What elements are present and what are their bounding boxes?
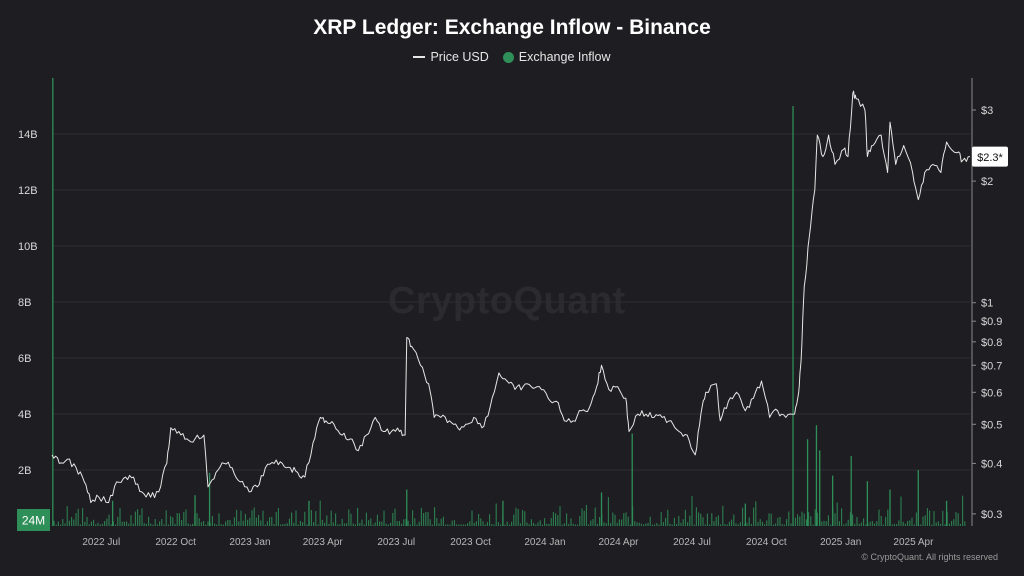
x-tick-label: 2024 Apr <box>598 537 639 548</box>
x-tick-label: 2024 Jul <box>673 537 711 548</box>
inflow-current-box <box>17 509 50 531</box>
credit-text: © CryptoQuant. All rights reserved <box>861 552 998 562</box>
y-tick-label-right: $0.4 <box>981 458 1002 470</box>
x-tick-label: 2025 Apr <box>893 537 934 548</box>
y-tick-label-left: 6B <box>18 353 31 365</box>
chart-legend: Price USD Exchange Inflow <box>0 50 1024 64</box>
current-price-box <box>972 146 1008 167</box>
x-tick-label: 2023 Jan <box>229 537 270 548</box>
legend-label-inflow: Exchange Inflow <box>518 50 611 64</box>
watermark: CryptoQuant <box>388 280 626 322</box>
y-tick-label-right: $0.7 <box>981 360 1002 372</box>
y-tick-label-right: $3 <box>981 105 993 117</box>
x-tick-label: 2024 Jan <box>524 537 565 548</box>
inflow-current-label: 24M <box>22 514 45 528</box>
x-tick-label: 2022 Jul <box>82 537 120 548</box>
legend-item-inflow[interactable]: Exchange Inflow <box>502 50 611 64</box>
x-tick-label: 2025 Jan <box>820 537 861 548</box>
x-tick-label: 2022 Oct <box>155 537 196 548</box>
y-tick-label-left: 8B <box>18 297 31 309</box>
price-line[interactable] <box>51 90 971 504</box>
y-tick-label-right: $2 <box>981 176 993 188</box>
y-tick-label-right: $0.3 <box>981 509 1002 521</box>
y-tick-label-left: 12B <box>18 185 38 197</box>
x-tick-label: 2023 Jul <box>377 537 415 548</box>
chart-title: XRP Ledger: Exchange Inflow - Binance <box>313 16 711 39</box>
y-tick-label-left: 2B <box>18 465 31 477</box>
current-price-label: $2.3* <box>977 152 1003 164</box>
x-tick-label: 2023 Apr <box>303 537 344 548</box>
y-tick-label-left: 10B <box>18 241 38 253</box>
y-tick-label-right: $0.6 <box>981 387 1002 399</box>
legend-label-price: Price USD <box>430 50 489 64</box>
legend-dot-icon <box>502 51 514 63</box>
x-tick-label: 2023 Oct <box>450 537 491 548</box>
y-tick-label-right: $0.5 <box>981 419 1002 431</box>
y-tick-label-left: 4B <box>18 409 31 421</box>
y-tick-label-right: $1 <box>981 298 993 310</box>
legend-line-icon <box>413 56 426 58</box>
y-tick-label-right: $0.8 <box>981 337 1002 349</box>
y-tick-label-left: 14B <box>18 129 38 141</box>
legend-item-price[interactable]: Price USD <box>413 50 489 64</box>
y-tick-label-right: $0.9 <box>981 316 1002 328</box>
x-tick-label: 2024 Oct <box>746 537 787 548</box>
